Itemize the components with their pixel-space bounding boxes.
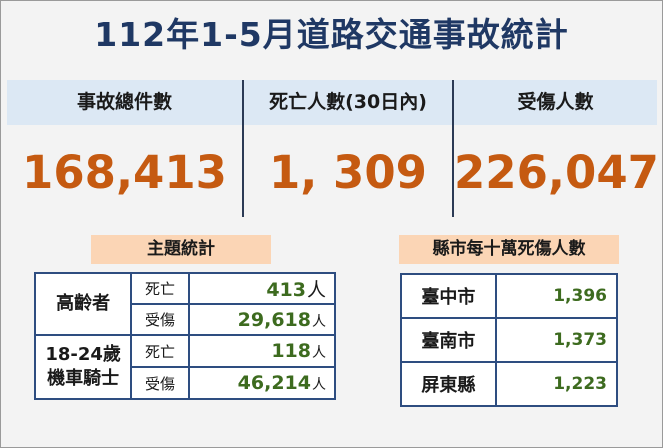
topic-stats-title: 主題統計 bbox=[91, 235, 271, 264]
city-value: 1,373 bbox=[494, 317, 619, 363]
table-row: 高齡者 死亡 413人 bbox=[33, 272, 337, 336]
topic-stats-table: 高齡者 死亡 413人 受傷 29,618人 18-24歲 機車騎士 死亡 118… bbox=[33, 272, 337, 400]
table-row: 18-24歲 機車騎士 死亡 118人 bbox=[33, 334, 337, 400]
row-value: 46,214人 bbox=[187, 366, 337, 400]
stats-divider-2 bbox=[452, 80, 454, 217]
group-label-young-riders: 18-24歲 機車騎士 bbox=[33, 334, 133, 400]
stat-label-deaths: 死亡人數(30日內) bbox=[269, 91, 427, 113]
city-name: 屏東縣 bbox=[400, 361, 497, 407]
city-value: 1,223 bbox=[494, 361, 619, 407]
city-value: 1,396 bbox=[494, 273, 619, 319]
city-stats-table: 臺中市 1,396 臺南市 1,373 屏東縣 1,223 bbox=[400, 273, 619, 407]
city-name: 臺南市 bbox=[400, 317, 497, 363]
table-row: 屏東縣 1,223 bbox=[400, 361, 619, 407]
table-row: 臺南市 1,373 bbox=[400, 317, 619, 363]
table-row: 臺中市 1,396 bbox=[400, 273, 619, 319]
stats-header-band bbox=[7, 80, 657, 125]
stat-label-accidents: 事故總件數 bbox=[76, 91, 172, 113]
stat-label-injuries: 受傷人數 bbox=[517, 91, 594, 113]
page-title: 112年1-5月道路交通事故統計 bbox=[94, 15, 569, 54]
stats-divider-1 bbox=[242, 80, 244, 217]
city-name: 臺中市 bbox=[400, 273, 497, 319]
stat-value-deaths: 1, 309 bbox=[268, 146, 427, 199]
row-kind: 死亡 bbox=[130, 272, 190, 305]
row-kind: 死亡 bbox=[130, 334, 190, 368]
row-kind: 受傷 bbox=[130, 303, 190, 336]
stat-value-accidents: 168,413 bbox=[22, 146, 227, 199]
row-value: 413人 bbox=[187, 272, 337, 305]
row-kind: 受傷 bbox=[130, 366, 190, 400]
row-value: 118人 bbox=[187, 334, 337, 368]
table-row: 受傷 46,214人 bbox=[35, 366, 337, 400]
row-value: 29,618人 bbox=[187, 303, 337, 336]
city-stats-title: 縣市每十萬死傷人數 bbox=[399, 235, 619, 264]
group-label-elderly: 高齡者 bbox=[33, 272, 133, 336]
stat-value-injuries: 226,047 bbox=[454, 146, 659, 199]
table-row: 受傷 29,618人 bbox=[35, 303, 337, 336]
